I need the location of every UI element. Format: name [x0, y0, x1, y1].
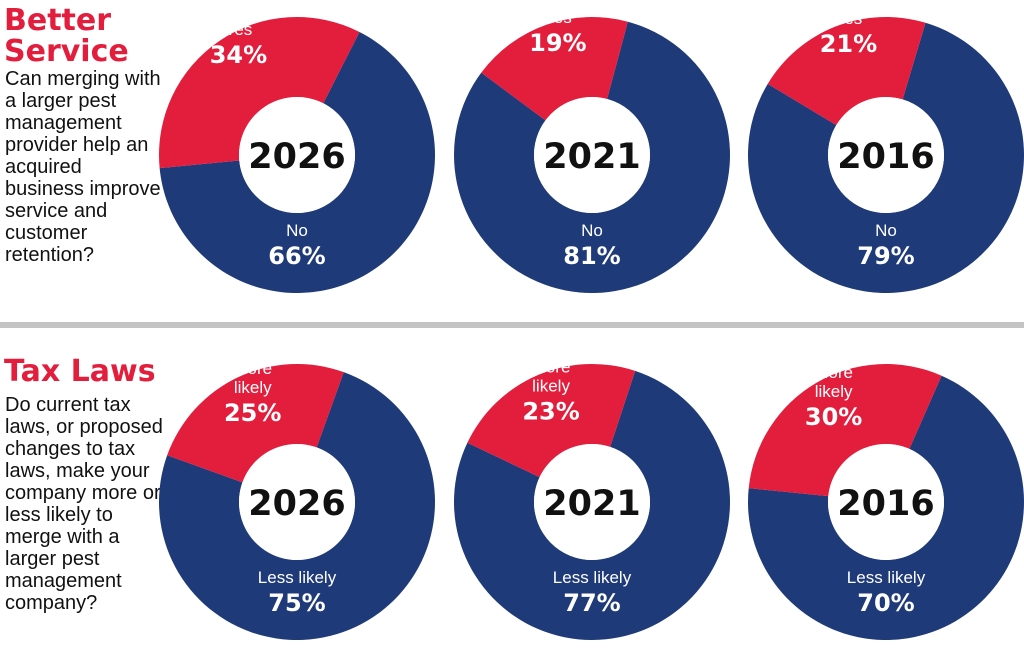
donut-hole	[828, 97, 944, 213]
slice-percent-label: 79%	[857, 242, 914, 270]
center-year-label: 2016	[837, 137, 934, 177]
slice-percent-label: 75%	[268, 589, 325, 617]
slice-category-label: Yes	[544, 8, 572, 27]
slice-percent-label: 30%	[805, 403, 862, 431]
slice-category-label: Less likely	[553, 568, 632, 587]
section-question: Can merging with a larger pest managemen…	[5, 68, 161, 266]
slice-category-label: No	[286, 221, 308, 240]
donut-slice-less-likely	[748, 375, 1024, 640]
slice-percent-label: 23%	[522, 397, 579, 425]
slice-percent-label: 21%	[820, 30, 877, 58]
donut-slice-less-likely	[159, 372, 435, 640]
center-year-label: 2016	[837, 484, 934, 524]
donut-slice-less-likely	[454, 370, 730, 640]
center-year-label: 2026	[248, 137, 345, 177]
slice-category-label: More	[532, 357, 571, 376]
slice-category-label: No	[875, 221, 897, 240]
donut-chart: 2026 Yes 34% No 66%	[159, 16, 435, 294]
donut-slice-more-likely	[467, 364, 636, 478]
section-question: Do current tax laws, or proposed changes…	[5, 394, 163, 614]
slice-percent-label: 19%	[529, 29, 586, 57]
slice-percent-label: 25%	[224, 399, 281, 427]
donut-slice-yes	[159, 16, 360, 169]
donut-chart: 2021 Yes 19% No 81%	[454, 8, 730, 294]
donut-slice-more-likely	[167, 364, 344, 483]
donut-slice-yes	[767, 17, 926, 126]
center-year-label: 2026	[248, 484, 345, 524]
slice-category-label: More	[814, 363, 853, 382]
better-service-section: Better Service Can merging with a larger…	[0, 0, 1024, 320]
slice-category-label: Yes	[225, 20, 253, 39]
section-title: Better Service	[4, 3, 129, 69]
tax-laws-section: Tax Laws Do current tax laws, or propose…	[0, 328, 1024, 651]
slice-percent-label: 81%	[563, 242, 620, 270]
slice-category-label: likely	[234, 378, 272, 397]
slice-percent-label: 66%	[268, 242, 325, 270]
donut-hole	[534, 97, 650, 213]
section-title: Tax Laws	[4, 354, 156, 389]
section-divider	[0, 322, 1024, 328]
donut-hole	[239, 444, 355, 560]
donut-slice-no	[159, 31, 435, 294]
donut-hole	[239, 97, 355, 213]
center-year-label: 2021	[543, 137, 640, 177]
slice-category-label: More	[233, 359, 272, 378]
center-year-label: 2021	[543, 484, 640, 524]
slice-percent-label: 34%	[210, 41, 267, 69]
donut-hole	[828, 444, 944, 560]
donut-slice-no	[748, 22, 1024, 293]
donut-slice-yes	[481, 17, 628, 121]
slice-percent-label: 70%	[857, 589, 914, 617]
slice-category-label: likely	[532, 376, 570, 395]
slice-category-label: Less likely	[258, 568, 337, 587]
donut-slice-more-likely	[748, 364, 942, 497]
donut-slice-no	[454, 21, 730, 294]
slice-percent-label: 77%	[563, 589, 620, 617]
donut-chart: 2016 Yes 21% No 79%	[748, 9, 1024, 293]
donut-hole	[534, 444, 650, 560]
slice-category-label: Yes	[835, 9, 863, 28]
slice-category-label: No	[581, 221, 603, 240]
slice-category-label: likely	[815, 382, 853, 401]
slice-category-label: Less likely	[847, 568, 926, 587]
